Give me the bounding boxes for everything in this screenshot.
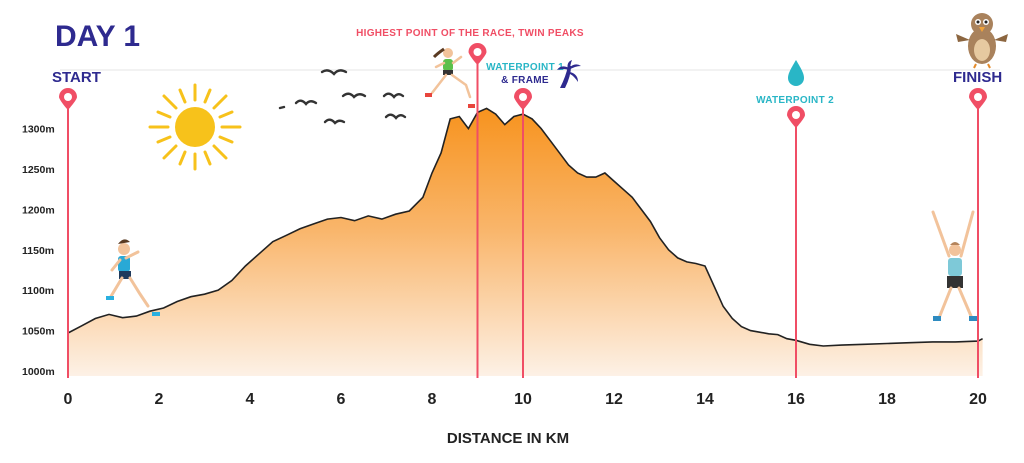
water-drop-icon: [788, 60, 804, 86]
pin-hole: [519, 93, 527, 101]
y-tick-label: 1050m: [22, 326, 55, 338]
chart-title: DAY 1: [55, 20, 140, 53]
pin-hole: [792, 111, 800, 119]
elevation-area: [68, 108, 983, 377]
y-tick-label: 1200m: [22, 204, 55, 216]
x-tick-label: 6: [337, 391, 346, 408]
runner-icon: [425, 47, 475, 108]
highest-point-label: HIGHEST POINT OF THE RACE, TWIN PEAKS: [356, 28, 584, 39]
pin-hole: [473, 48, 482, 56]
finish-label: FINISH: [953, 69, 1002, 86]
sun-icon: [148, 83, 242, 171]
marker-pins: [58, 43, 987, 378]
x-tick-label: 12: [605, 391, 623, 408]
y-tick-label: 1000m: [22, 366, 55, 378]
x-tick-label: 0: [64, 391, 73, 408]
x-tick-label: 4: [246, 391, 255, 408]
x-axis-ticks: 0 2 4 6 8 10 12 14 16 18 20: [64, 391, 987, 408]
bird-mascot-icon: [956, 13, 1008, 69]
x-tick-label: 14: [696, 391, 714, 408]
x-tick-label: 2: [155, 391, 164, 408]
runner-icon: [106, 239, 160, 316]
x-tick-label: 16: [787, 391, 805, 408]
y-tick-label: 1300m: [22, 124, 55, 136]
y-tick-label: 1100m: [22, 285, 54, 297]
y-tick-label: 1250m: [22, 164, 55, 176]
y-tick-label: 1150m: [22, 245, 54, 257]
runner-icon: [931, 210, 977, 321]
x-tick-label: 10: [514, 391, 532, 408]
pin-hole: [64, 93, 72, 101]
waterpoint2-label: WATERPOINT 2: [756, 95, 834, 106]
birds-icon: [278, 69, 407, 125]
x-tick-label: 8: [428, 391, 437, 408]
palm-frame-icon: [557, 60, 581, 88]
elevation-line: [67, 107, 983, 347]
x-axis-label: DISTANCE IN KM: [447, 430, 569, 447]
pin-hole: [974, 93, 982, 101]
waterpoint1-label: WATERPOINT 1: [486, 62, 564, 73]
start-label: START: [52, 69, 101, 86]
frame-label: & FRAME: [501, 75, 549, 86]
x-tick-label: 18: [878, 391, 896, 408]
x-tick-label: 20: [969, 391, 987, 408]
y-axis-ticks: 1000m 1050m 1100m 1150m 1200m 1250m 1300m: [22, 124, 55, 378]
